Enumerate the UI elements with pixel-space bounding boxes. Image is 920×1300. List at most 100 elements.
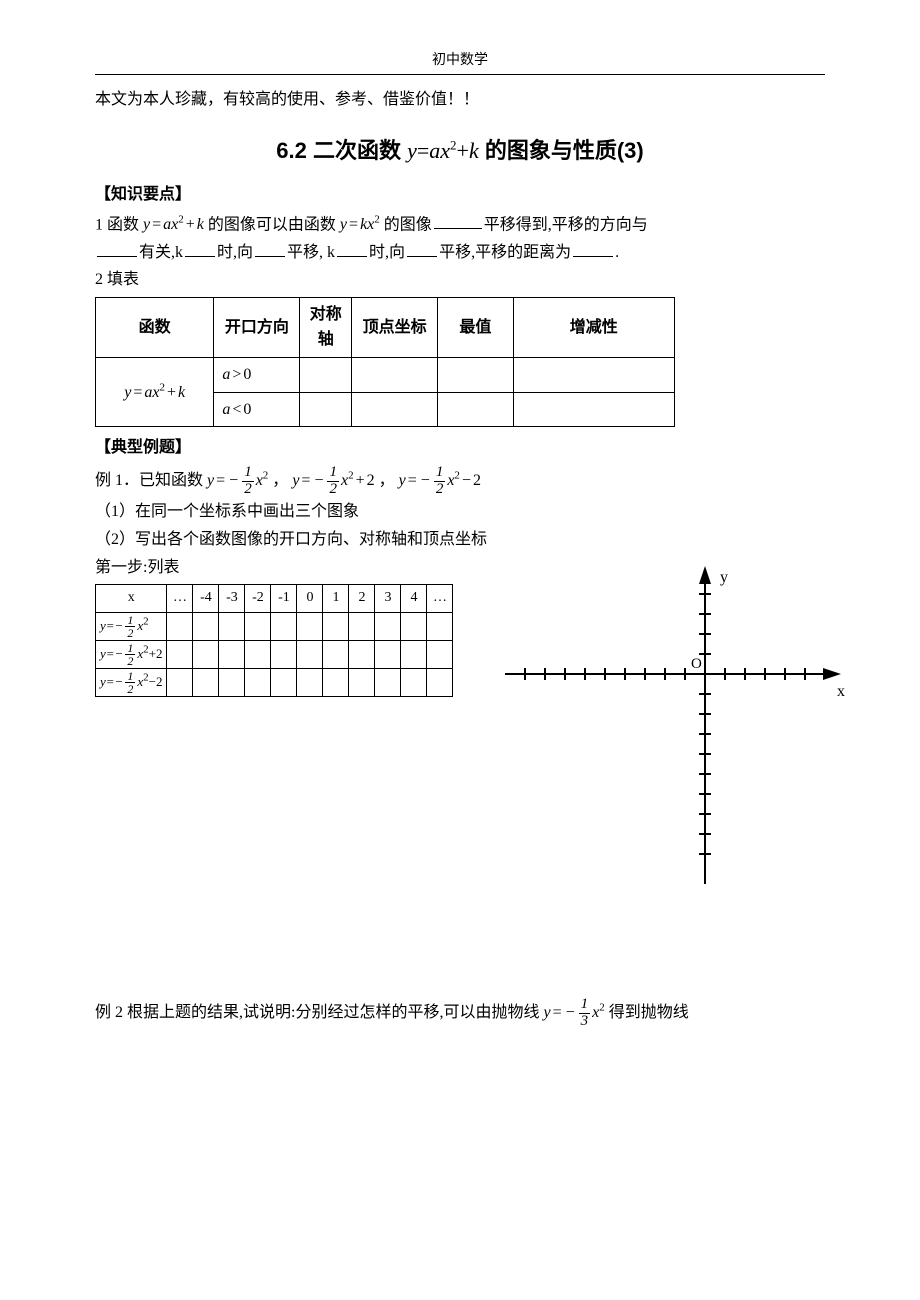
q1-mid1: 的图像可以由函数 [208,216,340,233]
cell-empty[interactable] [167,669,193,697]
ex1-f1: y=−12x2 [207,472,268,489]
r2y: y=− [100,646,123,661]
cell-empty[interactable] [167,613,193,641]
cell-xlabel: x [96,585,167,613]
t1-k: k [178,384,185,401]
cell-empty[interactable] [323,641,349,669]
ex1-line: 例 1．已知函数 y=−12x2 ， y=−12x2+2 ， y=−12x2−2 [95,465,825,498]
cell-empty[interactable] [300,392,352,427]
cell-func: y=ax2+k [96,358,214,427]
th-axis: 对称轴 [300,297,352,357]
q1-eq2-y: y [340,216,347,233]
f1d: 2 [242,482,254,498]
cell-empty[interactable] [513,358,674,393]
cell-empty[interactable] [427,613,453,641]
cell-empty[interactable] [375,613,401,641]
cell-empty[interactable] [193,613,219,641]
r2n: 1 [125,642,135,656]
e2d: 3 [579,1014,591,1030]
cell-h: -3 [219,585,245,613]
e2neg: − [564,1004,577,1021]
q1-eq1-sup: 2 [178,214,184,226]
cell-empty[interactable] [401,669,427,697]
cell-empty[interactable] [245,613,271,641]
f2neg: − [312,472,325,489]
cell-empty[interactable] [193,669,219,697]
f2s: 2 [348,469,354,481]
cell-empty[interactable] [513,392,674,427]
axis-x-label: x [837,683,845,700]
blank-4[interactable] [255,241,285,257]
cell-empty[interactable] [401,613,427,641]
cell-empty[interactable] [427,641,453,669]
cell-empty[interactable] [349,641,375,669]
cell-h: -4 [193,585,219,613]
cell-empty[interactable] [349,613,375,641]
cell-empty[interactable] [401,641,427,669]
title-expr-k: k [469,138,479,163]
cell-empty[interactable] [219,613,245,641]
cell-h: 3 [375,585,401,613]
cell-empty[interactable] [323,613,349,641]
blank-3[interactable] [185,241,215,257]
f3eq: = [406,472,419,489]
cell-empty[interactable] [300,358,352,393]
cell-empty[interactable] [438,358,513,393]
blank-6[interactable] [407,241,437,257]
section-examples: 【典型例题】 [95,435,825,461]
q1-eq2-kx: kx [360,216,374,233]
cell-empty[interactable] [352,392,438,427]
r2sx: +2 [149,646,163,661]
f1x: x [256,472,263,489]
title-expr-eq: = [417,138,429,163]
q1-eq1-eq: = [150,216,163,233]
cell-empty[interactable] [271,641,297,669]
cell-empty[interactable] [219,669,245,697]
cell-empty[interactable] [352,358,438,393]
cell-empty[interactable] [167,641,193,669]
cell-empty[interactable] [297,669,323,697]
f3c: 2 [473,472,481,489]
blank-7[interactable] [573,241,613,257]
cell-empty[interactable] [427,669,453,697]
cell-empty[interactable] [438,392,513,427]
blank-2[interactable] [97,241,137,257]
cell-h: 0 [297,585,323,613]
cell-empty[interactable] [349,669,375,697]
blank-1[interactable] [434,213,482,229]
f2op: + [354,472,367,489]
q1-eq1: y=ax2+k [143,216,208,233]
cell-cond2: a<0 [214,392,300,427]
cell-empty[interactable] [375,641,401,669]
cell-empty[interactable] [219,641,245,669]
e2n: 1 [579,997,591,1014]
blank-5[interactable] [337,241,367,257]
cell-empty[interactable] [323,669,349,697]
q1-l2a: 有关,k [139,244,183,261]
cell-r2: y=−12x2+2 [96,641,167,669]
f3neg: − [419,472,432,489]
q1-l2b: 时,向 [217,244,253,261]
cell-h: … [427,585,453,613]
cell-h: 1 [323,585,349,613]
t1-plus: + [165,384,178,401]
ex1-c1: ， [272,472,288,489]
ex1-c2: ， [379,472,395,489]
cell-empty[interactable] [245,641,271,669]
axis-y-label: y [720,569,728,586]
cell-empty[interactable] [375,669,401,697]
title-expr-y: y [407,138,417,163]
c1z: 0 [243,366,251,383]
cell-empty[interactable] [271,669,297,697]
cell-empty[interactable] [271,613,297,641]
e2s: 2 [599,1002,605,1014]
cell-empty[interactable] [297,613,323,641]
cell-empty[interactable] [245,669,271,697]
ex2-post: 得到抛物线 [609,1004,689,1021]
q1-l2f: . [615,244,619,261]
r3n: 1 [125,670,135,684]
cell-empty[interactable] [297,641,323,669]
f3y: y [399,472,406,489]
cell-empty[interactable] [193,641,219,669]
r2d: 2 [125,655,135,668]
